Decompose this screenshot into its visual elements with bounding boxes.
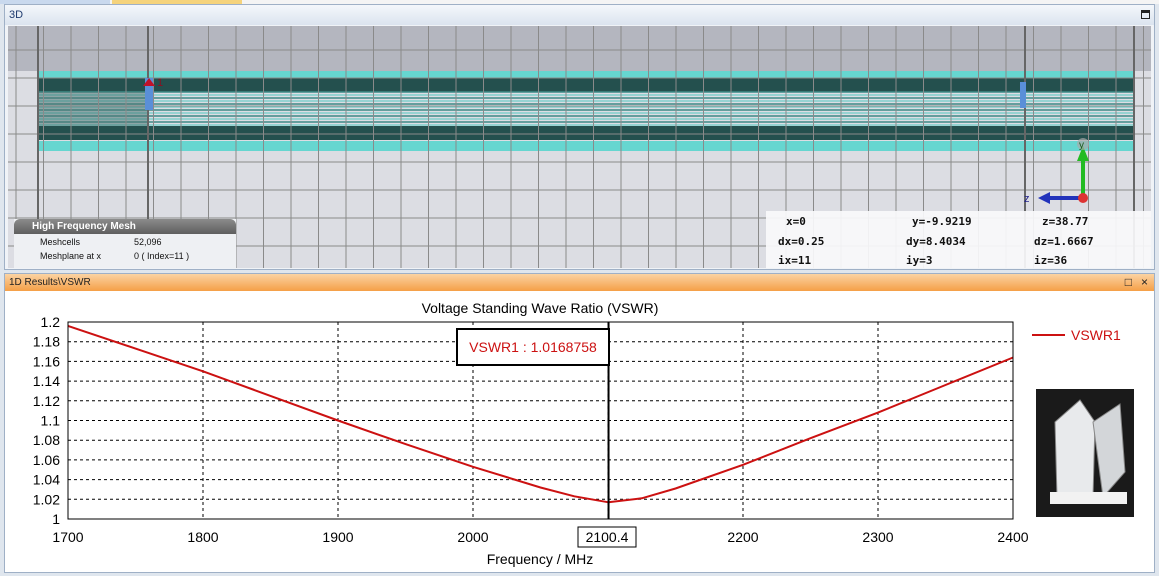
port-label: 1 bbox=[157, 77, 163, 89]
y-axis-label: y bbox=[1079, 140, 1084, 151]
port-marker bbox=[145, 78, 153, 110]
label: Meshcells bbox=[40, 237, 81, 247]
panel-1d-title: 1D Results\VSWR bbox=[9, 277, 91, 288]
y-tick-label: 1.12 bbox=[33, 393, 60, 409]
value: 52,096 bbox=[134, 237, 162, 247]
z-axis-label: z bbox=[1024, 193, 1030, 205]
y-tick-label: 1.1 bbox=[41, 413, 61, 429]
mesh-info-row: Meshcells 52,096 bbox=[14, 234, 236, 248]
mesh-info-box: High Frequency Mesh Meshcells 52,096 Mesh… bbox=[14, 219, 236, 268]
coord-dy: dy=8.4034 bbox=[906, 235, 966, 248]
coord-iz: iz=36 bbox=[1034, 254, 1068, 267]
y-tick-label: 1.04 bbox=[33, 472, 60, 488]
chart-title: Voltage Standing Wave Ratio (VSWR) bbox=[422, 300, 659, 316]
series-line-vswr1 bbox=[67, 324, 1014, 504]
mesh-view: 1 y z bbox=[8, 26, 1151, 268]
marker-label-box bbox=[456, 328, 610, 366]
coordinate-readout: x=0 y=-9.9219 z=38.77 dx=0.25 dy=8.4034 … bbox=[766, 211, 1151, 268]
substrate-bottom bbox=[38, 141, 1133, 151]
coord-x: x=0 bbox=[786, 215, 806, 228]
y-tick-label: 1.08 bbox=[33, 432, 60, 448]
coord-z: z=38.77 bbox=[1042, 215, 1089, 228]
marker-x-box bbox=[577, 526, 637, 548]
marker-label: VSWR1 : 1.0168758 bbox=[469, 339, 597, 355]
x-tick-label: 1800 bbox=[187, 529, 218, 545]
x-tick-label: 2400 bbox=[997, 529, 1028, 545]
x-tick-label: 1900 bbox=[322, 529, 353, 545]
coord-dx: dx=0.25 bbox=[778, 235, 825, 248]
panel-1d-results: 1D Results\VSWR □ × Voltage Standing Wav… bbox=[4, 273, 1155, 573]
top-tabs bbox=[0, 0, 1159, 4]
value: 0 ( Index=11 ) bbox=[134, 251, 190, 261]
substrate-top bbox=[38, 71, 1133, 81]
x-axis-label: Frequency / MHz bbox=[487, 551, 594, 567]
mesh-info-heading: High Frequency Mesh bbox=[14, 219, 236, 234]
coord-y: y=-9.9219 bbox=[912, 215, 972, 228]
3d-viewport[interactable]: 1 y z High Frequency Mesh Meshcells 52,096 … bbox=[8, 26, 1151, 268]
vswr-chart: Voltage Standing Wave Ratio (VSWR) 1700 1… bbox=[33, 300, 1134, 567]
y-tick-label: 1.02 bbox=[33, 491, 60, 507]
y-tick-label: 1.16 bbox=[33, 353, 60, 369]
y-tick-label: 1.18 bbox=[33, 334, 60, 350]
tab-2[interactable] bbox=[112, 0, 242, 4]
y-tick-label: 1.2 bbox=[41, 314, 61, 330]
maximize-icon[interactable] bbox=[1141, 10, 1150, 19]
marker-x-label: 2100.4 bbox=[586, 529, 629, 545]
panel-3d: 3D 1 y z High Frequency Mesh Meshcells 52,0… bbox=[4, 4, 1155, 270]
coord-dz: dz=1.6667 bbox=[1034, 235, 1094, 248]
antenna-thumbnail bbox=[1036, 389, 1134, 517]
panel-1d-header: 1D Results\VSWR □ × bbox=[5, 274, 1154, 291]
panel-3d-title: 3D bbox=[5, 5, 1154, 25]
y-tick-label: 1.14 bbox=[33, 373, 60, 389]
x-axis-origin-icon bbox=[1078, 193, 1088, 203]
close-button[interactable]: × bbox=[1140, 275, 1148, 289]
coord-iy: iy=3 bbox=[906, 254, 933, 267]
label: Meshplane at x bbox=[40, 251, 102, 261]
y-tick-label: 1 bbox=[52, 511, 60, 527]
coord-ix: ix=11 bbox=[778, 254, 812, 267]
mesh-info-row: Meshplane at x 0 ( Index=11 ) bbox=[14, 248, 236, 262]
port-arrow-icon bbox=[143, 78, 155, 86]
port-marker-2 bbox=[1020, 82, 1026, 108]
x-tick-label: 2200 bbox=[727, 529, 758, 545]
x-tick-label: 2300 bbox=[862, 529, 893, 545]
y-tick-label: 1.06 bbox=[33, 452, 60, 468]
x-tick-label: 2000 bbox=[457, 529, 488, 545]
plot-frame bbox=[67, 321, 1014, 520]
x-tick-label: 1700 bbox=[52, 529, 83, 545]
legend-entry[interactable]: VSWR1 bbox=[1071, 327, 1121, 343]
maximize-button[interactable]: □ bbox=[1124, 275, 1132, 289]
tab-1[interactable] bbox=[0, 0, 110, 4]
